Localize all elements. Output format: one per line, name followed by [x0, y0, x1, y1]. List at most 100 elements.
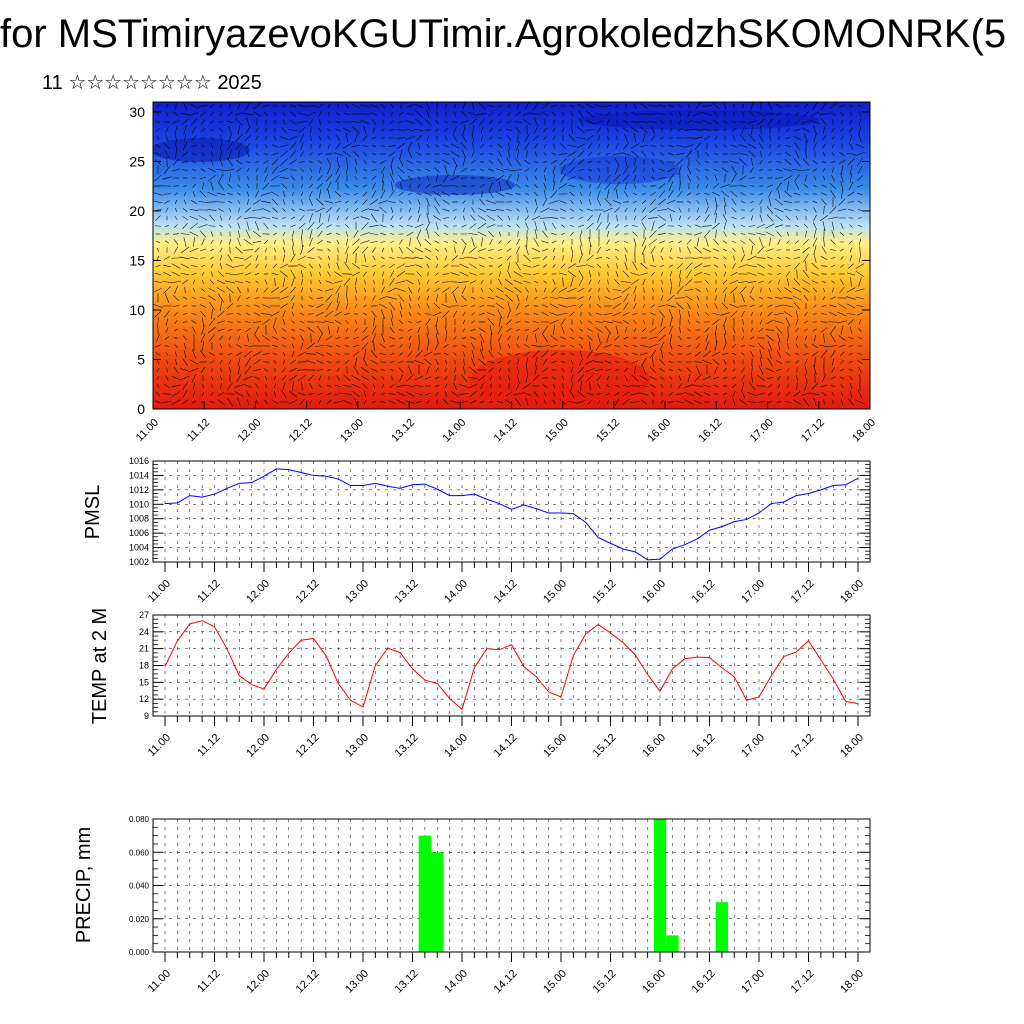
wind-vector [297, 392, 307, 396]
wind-vector [850, 326, 852, 334]
wind-vector [355, 167, 357, 173]
wind-vector [837, 208, 847, 212]
wind-vector [371, 310, 377, 318]
wind-vector [713, 385, 719, 387]
wind-vector [345, 328, 349, 332]
wind-vector [389, 173, 395, 183]
wind-vector [543, 264, 547, 268]
wind-vector [587, 160, 593, 164]
wind-vector [660, 294, 664, 302]
wind-vector [830, 161, 836, 163]
wind-vector [315, 207, 325, 213]
wind-vector [515, 126, 521, 134]
wind-vector [801, 120, 811, 124]
wind-vector [549, 312, 559, 316]
wind-vector [460, 167, 468, 173]
wind-vector [542, 273, 548, 275]
wind-vector [191, 400, 197, 404]
wind-vector [426, 175, 430, 181]
wind-vector [579, 320, 583, 324]
wind-vector [849, 247, 853, 253]
wind-vector [181, 399, 189, 405]
x-tick-label: 16.12 [697, 417, 725, 445]
wind-vector [776, 401, 782, 403]
wind-vector [426, 109, 430, 119]
wind-vector [488, 189, 494, 199]
wind-vector [398, 246, 404, 254]
wind-vector [848, 361, 854, 363]
temp-x-ticks: 11.00 11.12 12.00 12.12 13.00 13.12 14.00 14.12… [146, 716, 866, 760]
wind-vector [533, 312, 539, 316]
wind-vector [237, 222, 241, 230]
wind-vector [658, 240, 666, 244]
wind-vector [526, 295, 528, 301]
wind-vector [643, 175, 645, 181]
wind-vector [669, 317, 673, 327]
wind-vector [651, 221, 655, 231]
wind-vector [723, 367, 727, 373]
wind-vector [247, 198, 249, 206]
wind-vector [641, 328, 647, 332]
wind-vector [812, 328, 818, 332]
wind-vector [370, 359, 378, 365]
wind-vector [317, 240, 323, 244]
x-tick-label: 15.12 [591, 968, 619, 996]
wind-vector [324, 310, 334, 318]
wind-vector [478, 358, 486, 366]
wind-vector [715, 287, 717, 293]
wind-vector [156, 248, 160, 252]
wind-vector [480, 349, 484, 359]
wind-vector [841, 119, 843, 125]
wind-vector [414, 128, 424, 132]
wind-vector [399, 103, 403, 109]
wind-vector [351, 121, 361, 123]
wind-vector [606, 230, 610, 238]
wind-vector [210, 248, 214, 252]
wind-vector [749, 177, 755, 179]
x-tick-label: 11.12 [185, 417, 212, 444]
wind-vector [603, 320, 613, 324]
wind-vector [435, 256, 439, 260]
wind-vector [477, 215, 487, 221]
wind-vector [254, 325, 260, 335]
wind-vector [171, 257, 181, 259]
wind-vector [595, 327, 603, 333]
precip-grid [153, 818, 870, 953]
wind-vector [796, 382, 798, 390]
wind-vector [676, 286, 684, 294]
wind-vector [444, 240, 448, 244]
wind-vector [459, 393, 469, 395]
wind-vector [651, 152, 655, 156]
wind-vector [706, 142, 708, 150]
wind-vector [398, 192, 404, 196]
wind-vector [589, 381, 591, 391]
wind-vector [721, 167, 729, 173]
wind-vector [777, 239, 781, 245]
y-tick-label: 0.020 [129, 915, 150, 924]
wind-vector [471, 349, 475, 359]
wind-vector [506, 255, 512, 261]
wind-vector [507, 335, 511, 341]
wind-vector [417, 176, 421, 180]
wind-vector [702, 247, 712, 253]
wind-vector [821, 198, 827, 206]
wind-vector [505, 192, 513, 196]
wind-vector [171, 384, 181, 388]
wind-vector [768, 349, 772, 359]
y-tick-label: 9 [144, 711, 149, 721]
wind-vector [262, 182, 270, 190]
wind-vector [335, 361, 341, 363]
wind-vector [389, 233, 395, 235]
wind-vector [315, 311, 325, 317]
wind-vector [623, 302, 629, 310]
wind-vector [389, 336, 395, 340]
wind-vector [227, 183, 233, 189]
wind-vector [351, 383, 361, 389]
wind-vector [390, 157, 394, 167]
wind-vector [695, 343, 701, 349]
wind-vector [200, 350, 206, 358]
wind-vector [741, 293, 745, 303]
wind-vector [171, 399, 181, 405]
wind-vector [472, 125, 474, 135]
wind-vector [846, 287, 856, 293]
